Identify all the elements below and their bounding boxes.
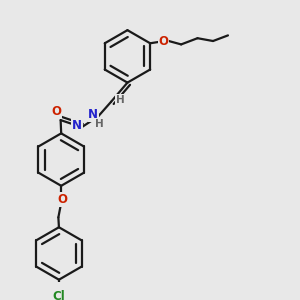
Text: H: H	[116, 94, 124, 104]
Text: Cl: Cl	[52, 290, 65, 300]
Text: O: O	[57, 193, 67, 206]
Text: N: N	[88, 108, 98, 121]
Text: O: O	[51, 105, 61, 118]
Text: N: N	[72, 119, 82, 132]
Text: H: H	[95, 119, 104, 129]
Text: O: O	[159, 34, 169, 47]
